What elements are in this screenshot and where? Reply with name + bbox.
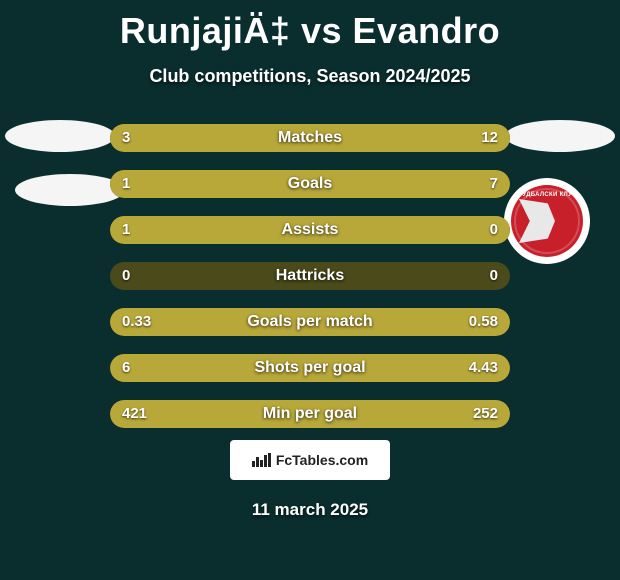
site-badge: FcTables.com <box>230 440 390 480</box>
stat-label: Goals <box>110 170 510 198</box>
footer-date: 11 march 2025 <box>0 500 620 520</box>
stat-row: 421252Min per goal <box>110 400 510 428</box>
stat-label: Shots per goal <box>110 354 510 382</box>
stat-label: Goals per match <box>110 308 510 336</box>
stat-label: Hattricks <box>110 262 510 290</box>
player1-name: RunjajiÄ‡ <box>120 10 291 51</box>
player2-club-badge: ФУДБАЛСКИ КЛУБ <box>504 178 590 264</box>
player1-photo-placeholder-2 <box>15 174 125 206</box>
stat-row: 0.330.58Goals per match <box>110 308 510 336</box>
player2-name: Evandro <box>353 10 501 51</box>
stat-label: Min per goal <box>110 400 510 428</box>
stat-row: 10Assists <box>110 216 510 244</box>
stat-row: 00Hattricks <box>110 262 510 290</box>
club-badge-ring-text: ФУДБАЛСКИ КЛУБ <box>511 192 583 198</box>
barchart-icon <box>252 453 270 467</box>
club-badge-inner: ФУДБАЛСКИ КЛУБ <box>511 185 583 257</box>
player2-photo-placeholder <box>505 120 615 152</box>
stat-row: 17Goals <box>110 170 510 198</box>
comparison-chart: 312Matches 17Goals 10Assists 00Hattricks 0.3… <box>110 124 510 446</box>
site-name: FcTables.com <box>276 452 368 468</box>
stat-label: Matches <box>110 124 510 152</box>
player1-photo-placeholder-1 <box>5 120 115 152</box>
page-title: RunjajiÄ‡ vs Evandro <box>0 0 620 52</box>
stat-row: 64.43Shots per goal <box>110 354 510 382</box>
subtitle: Club competitions, Season 2024/2025 <box>0 66 620 87</box>
vs-text: vs <box>301 10 342 51</box>
stat-row: 312Matches <box>110 124 510 152</box>
stat-label: Assists <box>110 216 510 244</box>
